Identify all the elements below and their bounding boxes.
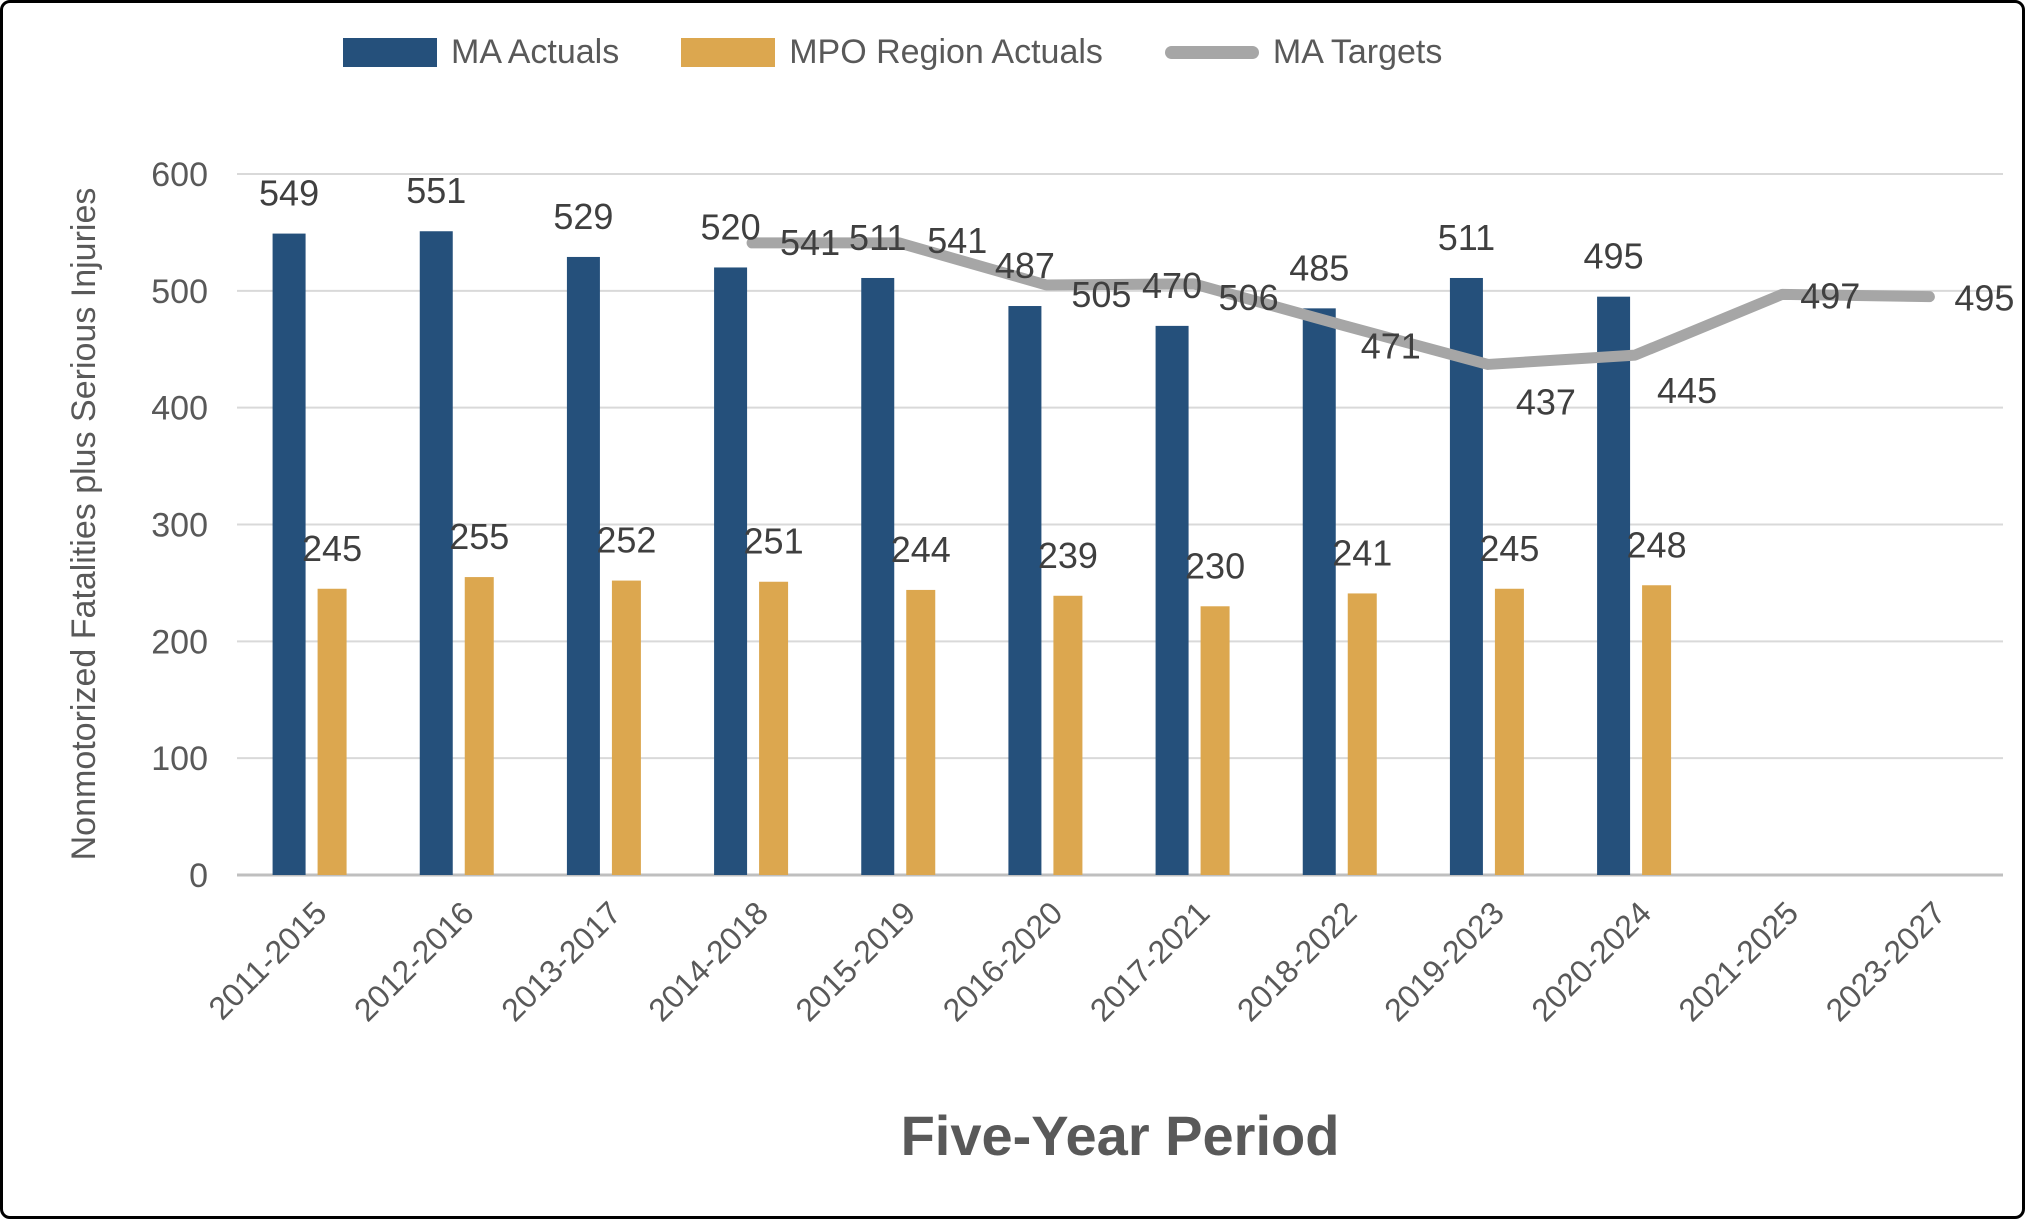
x-axis-title: Five-Year Period: [900, 1104, 1340, 1167]
label-ma-actuals-2015-2019: 511: [849, 217, 906, 258]
bar-ma-actuals-2020-2024: [1597, 296, 1631, 875]
xtick-2015-2019: 2015-2019: [789, 894, 923, 1028]
label-ma-targets-2020-2024: 445: [1657, 370, 1717, 411]
legend-swatch-mpo-region-actuals: [681, 38, 776, 67]
label-ma-actuals-2016-2020: 487: [995, 245, 1055, 286]
label-ma-actuals-2017-2021: 470: [1142, 265, 1202, 306]
label-mpo-region-actuals-2016-2020: 239: [1038, 535, 1098, 576]
xtick-2018-2022: 2018-2022: [1230, 894, 1364, 1028]
bar-ma-actuals-2012-2016: [419, 231, 453, 875]
bar-ma-actuals-2013-2017: [566, 256, 600, 875]
legend-swatch-ma-actuals: [343, 38, 437, 67]
bar-ma-actuals-2016-2020: [1008, 306, 1042, 875]
ytick-0: 0: [189, 857, 208, 895]
label-ma-targets-2021-2025: 497: [1800, 275, 1860, 316]
label-mpo-region-actuals-2019-2023: 245: [1479, 528, 1539, 569]
chart-legend: MA Actuals MPO Region Actuals MA Targets: [343, 33, 1442, 72]
label-mpo-region-actuals-2018-2022: 241: [1332, 532, 1392, 573]
xtick-2014-2018: 2014-2018: [641, 894, 775, 1028]
bar-mpo-region-actuals-2020-2024: [1642, 585, 1672, 875]
label-ma-actuals-2012-2016: 551: [406, 170, 466, 211]
label-ma-actuals-2020-2024: 495: [1584, 236, 1644, 277]
label-ma-targets-2014-2018: 541: [780, 222, 840, 263]
label-mpo-region-actuals-2012-2016: 255: [449, 516, 509, 557]
legend-label: MA Actuals: [451, 33, 620, 71]
xtick-2017-2021: 2017-2021: [1083, 894, 1217, 1028]
legend-label: MPO Region Actuals: [789, 33, 1103, 71]
label-ma-actuals-2013-2017: 529: [553, 196, 613, 237]
xtick-2020-2024: 2020-2024: [1524, 894, 1658, 1028]
label-ma-targets-2016-2020: 505: [1071, 274, 1131, 315]
label-mpo-region-actuals-2020-2024: 248: [1627, 524, 1687, 565]
xtick-2011-2015: 2011-2015: [202, 894, 334, 1026]
bar-mpo-region-actuals-2019-2023: [1494, 588, 1524, 875]
label-ma-targets-2017-2021: 506: [1219, 277, 1279, 318]
ytick-400: 400: [151, 390, 208, 428]
xtick-2023-2027: 2023-2027: [1819, 894, 1953, 1028]
bar-mpo-region-actuals-2012-2016: [464, 577, 494, 875]
ytick-200: 200: [151, 623, 208, 661]
label-ma-actuals-2019-2023: 511: [1438, 217, 1495, 258]
bar-mpo-region-actuals-2018-2022: [1347, 593, 1377, 875]
label-ma-actuals-2018-2022: 485: [1289, 247, 1349, 288]
legend-swatch-ma-targets: [1164, 46, 1259, 59]
bar-mpo-region-actuals-2014-2018: [759, 581, 789, 875]
ytick-100: 100: [151, 740, 208, 778]
bar-ma-actuals-2014-2018: [714, 267, 748, 875]
chart-canvas: 0 100 200 300 400 500 600 549 551 529 520 511 487 470…: [151, 156, 2014, 1028]
xtick-2019-2023: 2019-2023: [1377, 894, 1511, 1028]
legend-item-mpo-region-actuals: MPO Region Actuals: [681, 33, 1103, 72]
label-ma-actuals-2011-2015: 549: [259, 173, 319, 214]
y-axis-title: Nonmotorized Fatalities plus Serious Inj…: [65, 187, 103, 861]
bar-mpo-region-actuals-2011-2015: [317, 588, 347, 875]
label-mpo-region-actuals-2014-2018: 251: [744, 521, 804, 562]
bar-mpo-region-actuals-2015-2019: [906, 589, 936, 875]
legend-label: MA Targets: [1272, 33, 1443, 71]
label-ma-targets-2019-2023: 437: [1516, 381, 1576, 422]
bar-mpo-region-actuals-2013-2017: [611, 580, 641, 875]
label-mpo-region-actuals-2013-2017: 252: [596, 520, 656, 561]
bar-ma-actuals-2017-2021: [1155, 325, 1189, 876]
legend-item-ma-actuals: MA Actuals: [343, 33, 619, 72]
bar-mpo-region-actuals-2016-2020: [1053, 595, 1083, 875]
bar-ma-actuals-2015-2019: [861, 277, 895, 875]
label-mpo-region-actuals-2017-2021: 230: [1185, 545, 1245, 586]
xtick-2016-2020: 2016-2020: [936, 894, 1070, 1028]
xtick-2013-2017: 2013-2017: [494, 894, 628, 1028]
label-ma-targets-2023-2027: 495: [1954, 278, 2014, 319]
bar-ma-actuals-2019-2023: [1449, 277, 1483, 875]
legend-item-ma-targets: MA Targets: [1164, 33, 1443, 72]
label-mpo-region-actuals-2011-2015: 245: [302, 528, 362, 569]
ytick-300: 300: [151, 507, 208, 545]
line-ma-targets: [746, 237, 1935, 370]
xtick-2021-2025: 2021-2025: [1672, 894, 1806, 1028]
bar-ma-actuals-2011-2015: [272, 233, 306, 875]
label-mpo-region-actuals-2015-2019: 244: [891, 529, 951, 570]
bar-ma-actuals-2018-2022: [1302, 308, 1336, 875]
xtick-2012-2016: 2012-2016: [347, 894, 481, 1028]
ytick-500: 500: [151, 273, 208, 311]
label-ma-targets-2018-2022: 471: [1361, 326, 1421, 367]
bar-mpo-region-actuals-2017-2021: [1200, 606, 1230, 875]
label-ma-actuals-2014-2018: 520: [701, 206, 761, 247]
ytick-600: 600: [151, 156, 208, 194]
label-ma-targets-2015-2019: 541: [927, 220, 987, 261]
